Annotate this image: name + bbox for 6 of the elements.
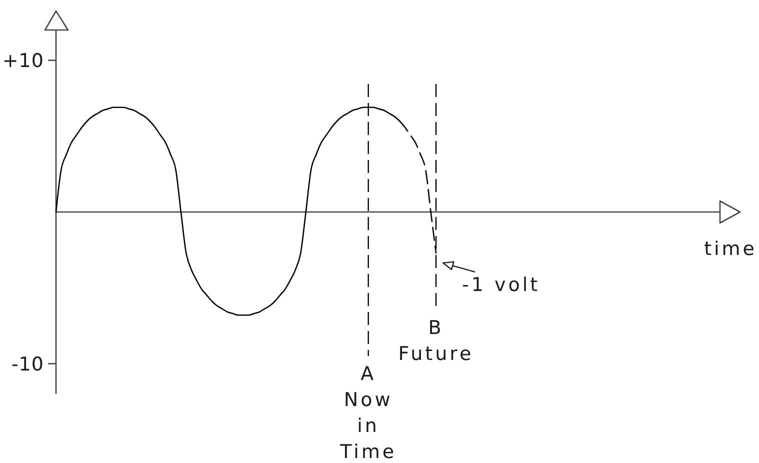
text: -1 volt: [462, 274, 540, 296]
y-tick-label: -10: [11, 354, 44, 376]
text: time: [704, 238, 757, 260]
x-tick-label: A Now in Time: [339, 363, 397, 463]
y-tick-label: +10: [2, 50, 44, 72]
x-tick-label: B Future: [398, 317, 474, 365]
